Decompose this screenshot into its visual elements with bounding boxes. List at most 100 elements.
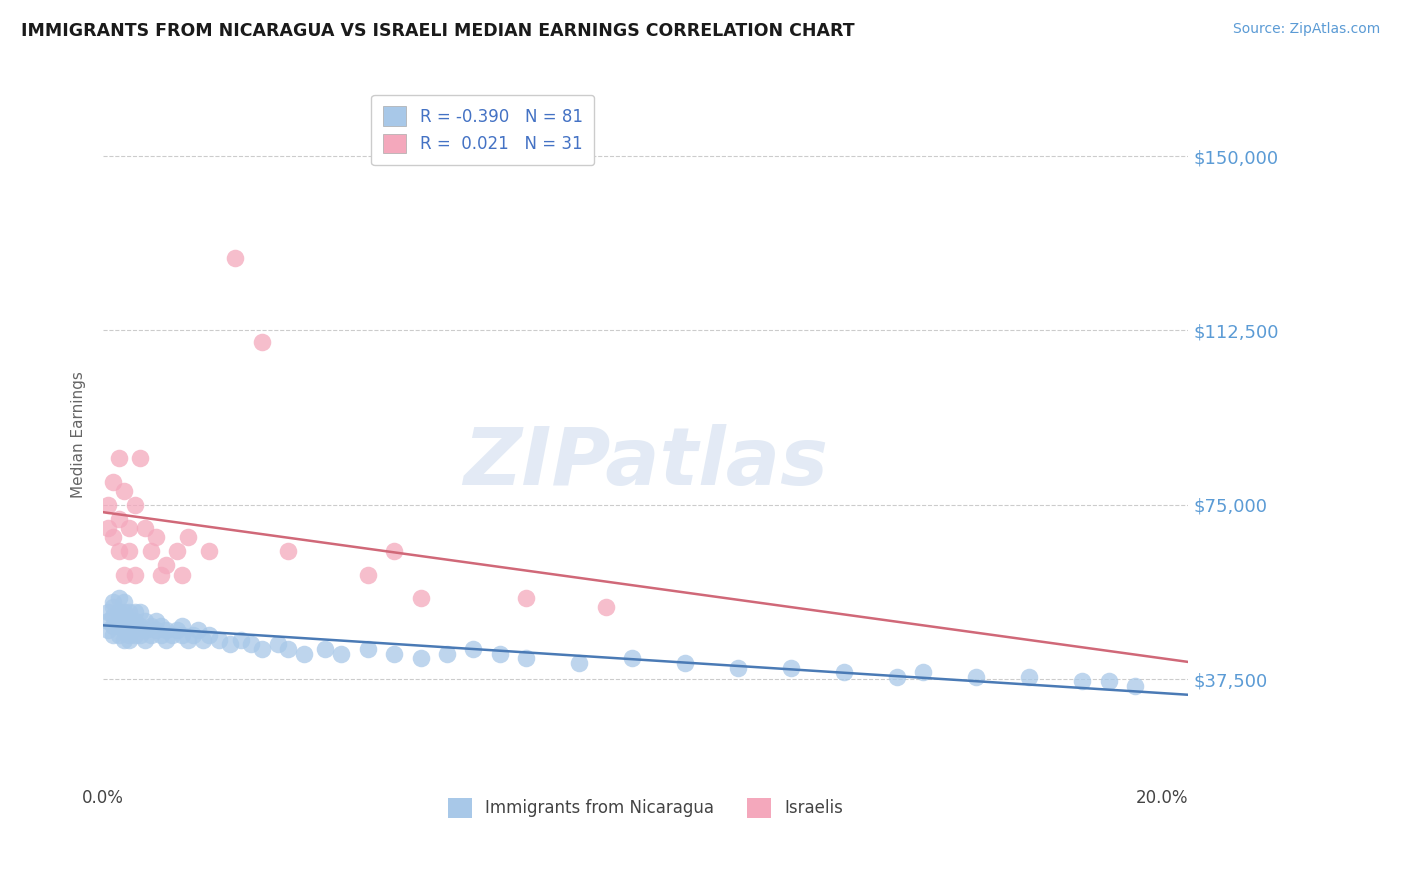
Point [129, 605, 152, 619]
Text: IMMIGRANTS FROM NICARAGUA VS ISRAELI MEDIAN EARNINGS CORRELATION CHART: IMMIGRANTS FROM NICARAGUA VS ISRAELI MED… [21, 22, 855, 40]
Point [172, 567, 194, 582]
Point [103, 609, 125, 624]
Point [224, 252, 246, 266]
Point [129, 451, 152, 466]
Point [107, 544, 129, 558]
Point [1018, 670, 1040, 684]
Point [129, 628, 152, 642]
Point [314, 641, 336, 656]
Point [103, 600, 125, 615]
Point [229, 632, 252, 647]
Point [832, 665, 855, 680]
Point [150, 567, 173, 582]
Point [382, 544, 405, 558]
Point [118, 521, 141, 535]
Point [118, 614, 141, 628]
Point [965, 670, 987, 684]
Point [103, 628, 125, 642]
Point [382, 647, 405, 661]
Y-axis label: Median Earnings: Median Earnings [72, 372, 86, 499]
Point [409, 651, 432, 665]
Point [250, 641, 273, 656]
Point [103, 595, 125, 609]
Point [172, 618, 194, 632]
Point [107, 614, 129, 628]
Point [727, 660, 749, 674]
Point [409, 591, 432, 605]
Point [187, 624, 209, 638]
Point [103, 475, 125, 489]
Point [134, 632, 156, 647]
Point [97, 498, 120, 512]
Point [515, 651, 537, 665]
Point [208, 632, 231, 647]
Point [112, 624, 135, 638]
Point [197, 544, 219, 558]
Point [1098, 674, 1121, 689]
Point [112, 632, 135, 647]
Point [134, 521, 156, 535]
Point [155, 558, 177, 573]
Point [139, 628, 162, 642]
Point [112, 605, 135, 619]
Point [181, 628, 204, 642]
Point [124, 614, 146, 628]
Point [97, 614, 120, 628]
Point [124, 567, 146, 582]
Point [118, 544, 141, 558]
Point [150, 628, 173, 642]
Point [124, 605, 146, 619]
Point [356, 567, 378, 582]
Point [112, 483, 135, 498]
Point [621, 651, 644, 665]
Point [155, 624, 177, 638]
Point [266, 637, 288, 651]
Point [197, 628, 219, 642]
Point [277, 544, 299, 558]
Point [1123, 679, 1146, 693]
Point [595, 600, 617, 615]
Point [463, 641, 485, 656]
Point [166, 544, 188, 558]
Point [145, 614, 167, 628]
Point [118, 624, 141, 638]
Point [145, 530, 167, 544]
Point [166, 624, 188, 638]
Legend: Immigrants from Nicaragua, Israelis: Immigrants from Nicaragua, Israelis [441, 791, 849, 824]
Point [107, 451, 129, 466]
Point [139, 544, 162, 558]
Point [112, 595, 135, 609]
Point [330, 647, 353, 661]
Text: Source: ZipAtlas.com: Source: ZipAtlas.com [1233, 22, 1381, 37]
Point [160, 628, 183, 642]
Point [103, 530, 125, 544]
Point [193, 632, 215, 647]
Point [134, 624, 156, 638]
Point [107, 618, 129, 632]
Point [103, 618, 125, 632]
Point [176, 632, 198, 647]
Point [250, 334, 273, 349]
Point [155, 632, 177, 647]
Point [240, 637, 263, 651]
Point [912, 665, 935, 680]
Point [134, 614, 156, 628]
Point [515, 591, 537, 605]
Point [172, 628, 194, 642]
Point [436, 647, 458, 661]
Point [489, 647, 512, 661]
Point [139, 618, 162, 632]
Point [780, 660, 803, 674]
Point [112, 567, 135, 582]
Point [219, 637, 242, 651]
Point [118, 628, 141, 642]
Point [112, 614, 135, 628]
Point [673, 656, 696, 670]
Point [292, 647, 315, 661]
Point [356, 641, 378, 656]
Point [145, 624, 167, 638]
Point [124, 628, 146, 642]
Point [568, 656, 591, 670]
Point [97, 521, 120, 535]
Point [107, 591, 129, 605]
